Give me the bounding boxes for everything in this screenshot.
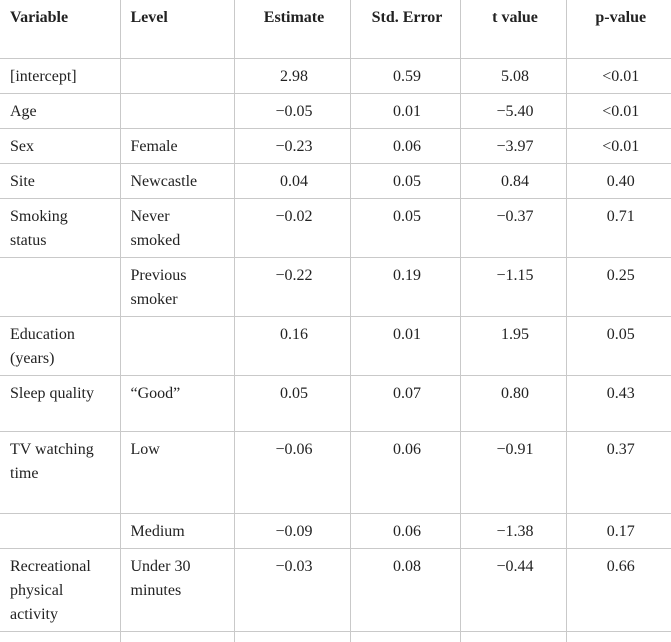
label-cell: Smoking status xyxy=(0,198,121,258)
value-cell: −0.06 xyxy=(233,431,351,514)
table-row: Site Newcastle 0.04 0.05 0.84 0.40 xyxy=(0,163,671,199)
table-row: Smoking status Never smoked −0.02 0.05 −0.37… xyxy=(0,198,671,258)
value-cell: 0.05 xyxy=(349,163,461,199)
label-cell xyxy=(119,316,235,376)
value-cell: 0.43 xyxy=(565,375,671,432)
value-cell: −0.14 xyxy=(233,631,351,642)
value-cell: 1.95 xyxy=(459,316,567,376)
table-row: [intercept] 2.98 0.59 5.08 <0.01 xyxy=(0,58,671,94)
header-row: Variable Level Estimate Std. Error t value p-… xyxy=(0,0,671,59)
table-row: Education (years) 0.16 0.01 1.95 0.05 xyxy=(0,316,671,376)
value-cell: −5.40 xyxy=(459,93,567,129)
value-cell: 0.06 xyxy=(349,631,461,642)
table-row: Zero−0.140.06−2.310.02 xyxy=(0,631,671,642)
value-cell: <0.01 xyxy=(565,58,671,94)
table-row: Medium −0.09 0.06 −1.38 0.17 xyxy=(0,513,671,549)
table-header: Variable Level Estimate Std. Error t value p-… xyxy=(0,0,671,59)
value-cell: 0.01 xyxy=(349,316,461,376)
label-cell xyxy=(0,513,121,549)
value-cell: −0.23 xyxy=(233,128,351,164)
value-cell: 0.16 xyxy=(233,316,351,376)
value-cell: −0.09 xyxy=(233,513,351,549)
header-cell: t value xyxy=(459,0,567,59)
table-row: Sex Female −0.23 0.06 −3.97 <0.01 xyxy=(0,128,671,164)
value-cell: 0.05 xyxy=(349,198,461,258)
value-cell: 0.17 xyxy=(565,513,671,549)
header-cell: Level xyxy=(119,0,235,59)
label-cell: Previous smoker xyxy=(119,257,235,317)
value-cell: 0.02 xyxy=(565,631,671,642)
value-cell: <0.01 xyxy=(565,93,671,129)
value-cell: 0.05 xyxy=(233,375,351,432)
value-cell: 0.06 xyxy=(349,513,461,549)
value-cell: 2.98 xyxy=(233,58,351,94)
value-cell: <0.01 xyxy=(565,128,671,164)
value-cell: 0.19 xyxy=(349,257,461,317)
label-cell: Recreational physical activity xyxy=(0,548,121,632)
table-row: Previous smoker −0.22 0.19 −1.15 0.25 xyxy=(0,257,671,317)
table-row: TV watching time Low −0.06 0.06 −0.91 0.37 xyxy=(0,431,671,514)
value-cell: −0.37 xyxy=(459,198,567,258)
label-cell: Female xyxy=(119,128,235,164)
value-cell: −1.15 xyxy=(459,257,567,317)
label-cell: Newcastle xyxy=(119,163,235,199)
label-cell xyxy=(119,58,235,94)
value-cell: −0.03 xyxy=(233,548,351,632)
table-row: Recreational physical activity Under 30 m… xyxy=(0,548,671,632)
label-cell: TV watching time xyxy=(0,431,121,514)
value-cell: 0.59 xyxy=(349,58,461,94)
header-cell: Estimate xyxy=(233,0,351,59)
label-cell xyxy=(0,257,121,317)
value-cell: −0.02 xyxy=(233,198,351,258)
value-cell: 0.01 xyxy=(349,93,461,129)
value-cell: 0.05 xyxy=(565,316,671,376)
label-cell: Site xyxy=(0,163,121,199)
label-cell: Under 30 minutes xyxy=(119,548,235,632)
label-cell: Education (years) xyxy=(0,316,121,376)
label-cell: [intercept] xyxy=(0,58,121,94)
label-cell: Never smoked xyxy=(119,198,235,258)
value-cell: −0.05 xyxy=(233,93,351,129)
value-cell: 0.71 xyxy=(565,198,671,258)
table-row: Age −0.05 0.01 −5.40 <0.01 xyxy=(0,93,671,129)
value-cell: 0.06 xyxy=(349,128,461,164)
value-cell: 0.37 xyxy=(565,431,671,514)
value-cell: 0.40 xyxy=(565,163,671,199)
value-cell: −0.44 xyxy=(459,548,567,632)
table-body: [intercept] 2.98 0.59 5.08 <0.01 Age −0.05 0.01… xyxy=(0,58,671,642)
label-cell: Age xyxy=(0,93,121,129)
value-cell: 0.84 xyxy=(459,163,567,199)
label-cell: Medium xyxy=(119,513,235,549)
value-cell: −0.22 xyxy=(233,257,351,317)
value-cell: 0.07 xyxy=(349,375,461,432)
value-cell: 0.04 xyxy=(233,163,351,199)
header-cell: Std. Error xyxy=(349,0,461,59)
table-row: Sleep quality “Good” 0.05 0.07 0.80 0.43 xyxy=(0,375,671,432)
value-cell: −2.31 xyxy=(459,631,567,642)
value-cell: 0.66 xyxy=(565,548,671,632)
value-cell: −0.91 xyxy=(459,431,567,514)
value-cell: −1.38 xyxy=(459,513,567,549)
label-cell: “Good” xyxy=(119,375,235,432)
value-cell: −3.97 xyxy=(459,128,567,164)
header-cell: Variable xyxy=(0,0,121,59)
value-cell: 0.25 xyxy=(565,257,671,317)
label-cell xyxy=(119,93,235,129)
header-cell: p-value xyxy=(565,0,671,59)
value-cell: 0.80 xyxy=(459,375,567,432)
value-cell: 0.06 xyxy=(349,431,461,514)
label-cell: Sex xyxy=(0,128,121,164)
label-cell: Zero xyxy=(119,631,235,642)
label-cell xyxy=(0,631,121,642)
label-cell: Low xyxy=(119,431,235,514)
label-cell: Sleep quality xyxy=(0,375,121,432)
value-cell: 5.08 xyxy=(459,58,567,94)
value-cell: 0.08 xyxy=(349,548,461,632)
